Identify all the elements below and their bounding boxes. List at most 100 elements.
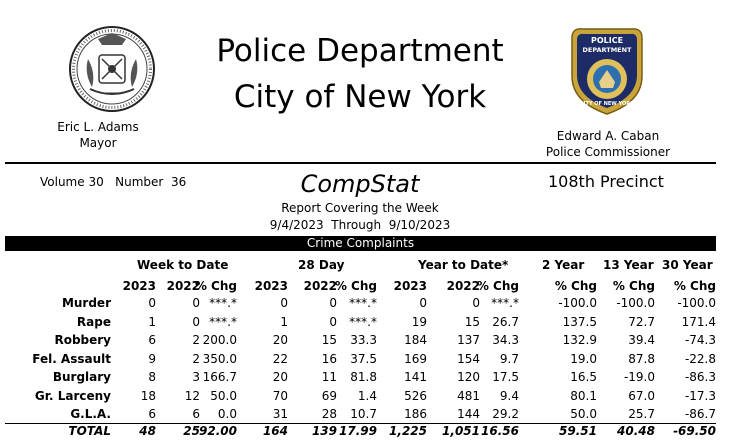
column-group-header: 30 Year	[662, 258, 713, 272]
badge-mid-text: DEPARTMENT	[583, 46, 633, 54]
table-cell: -22.8	[684, 351, 716, 366]
column-header: % Chg	[673, 279, 716, 293]
table-cell: 0	[472, 296, 480, 310]
report-dates: 9/4/2023 Through 9/10/2023	[269, 218, 451, 232]
title-line-1: Police Department	[216, 33, 504, 69]
volume-number: Volume 30 Number 36	[40, 175, 187, 189]
total-cell: 16.56	[481, 424, 519, 438]
table-cell: 33.3	[350, 333, 377, 347]
table-cell: ***.*	[349, 314, 377, 329]
table-cell: 87.8	[628, 351, 655, 366]
column-header: % Chg	[612, 279, 655, 293]
table-cell: 141	[404, 370, 427, 384]
mayor-name: Eric L. Adams	[57, 120, 139, 134]
table-cell: 0	[192, 296, 200, 310]
column-group-header: Week to Date	[137, 258, 229, 272]
table-cell: 2	[192, 333, 200, 347]
column-header: % Chg	[554, 279, 597, 293]
table-cell: 1	[280, 314, 288, 329]
table-cell: -100.0	[616, 296, 655, 310]
table-cell: 11	[321, 370, 337, 384]
table-cell: 0.0	[217, 407, 237, 421]
table-cell: 166.7	[202, 370, 237, 384]
table-cell: 34.3	[492, 333, 519, 347]
table-cell: 171.4	[681, 314, 716, 329]
table-cell: 19	[411, 314, 427, 329]
nyc-seal-logo	[68, 25, 156, 113]
row-label: Burglary	[52, 370, 111, 384]
table-cell: 69	[321, 388, 337, 403]
total-divider	[5, 423, 716, 424]
row-label: Robbery	[54, 333, 111, 347]
table-cell: 20	[272, 370, 288, 384]
table-cell: 132.9	[562, 333, 597, 347]
table-cell: 70	[272, 388, 288, 403]
table-cell: 3	[192, 370, 200, 384]
row-label: Gr. Larceny	[34, 388, 111, 403]
table-cell: -74.3	[684, 333, 716, 347]
total-cell: 59.51	[559, 424, 597, 438]
table-cell: 28	[321, 407, 337, 421]
table-cell: 137.5	[562, 314, 597, 329]
header-divider	[5, 162, 716, 164]
table-cell: 200.0	[202, 333, 237, 347]
table-cell: ***.*	[349, 296, 377, 310]
mayor-title: Mayor	[79, 136, 117, 150]
total-label: TOTAL	[68, 424, 111, 438]
column-header: % Chg	[476, 279, 519, 293]
total-cell: 48	[139, 424, 156, 438]
column-header: % Chg	[194, 279, 237, 293]
badge-top-text: POLICE	[591, 36, 623, 45]
table-cell: 0	[329, 314, 337, 329]
column-group-header: 28 Day	[298, 258, 345, 272]
total-cell: 17.99	[339, 424, 377, 438]
total-cell: 92.00	[199, 424, 237, 438]
row-label: Rape	[76, 314, 111, 329]
table-cell: 20	[272, 333, 288, 347]
table-cell: 2	[192, 351, 200, 366]
table-cell: 39.4	[628, 333, 655, 347]
table-cell: -100.0	[558, 296, 597, 310]
table-cell: 12	[184, 388, 200, 403]
column-header: 2023	[393, 279, 427, 293]
section-band: Crime Complaints	[5, 236, 716, 251]
table-cell: 81.8	[350, 370, 377, 384]
commissioner-title: Police Commissioner	[545, 145, 671, 159]
table-cell: 9	[148, 351, 156, 366]
table-cell: 9.4	[499, 388, 519, 403]
table-cell: 6	[148, 333, 156, 347]
table-cell: 15	[464, 314, 480, 329]
table-cell: -100.0	[677, 296, 716, 310]
table-cell: -86.7	[684, 407, 716, 421]
table-cell: 25.7	[628, 407, 655, 421]
table-cell: 186	[404, 407, 427, 421]
column-group-header: 2 Year	[542, 258, 585, 272]
total-cell: 40.48	[617, 424, 655, 438]
table-cell: 19.0	[570, 351, 597, 366]
table-cell: ***.*	[209, 296, 237, 310]
table-cell: -86.3	[684, 370, 716, 384]
total-cell: 139	[311, 424, 337, 438]
table-cell: 0	[192, 314, 200, 329]
table-cell: ***.*	[209, 314, 237, 329]
total-cell: 1,051	[442, 424, 480, 438]
table-cell: 10.7	[350, 407, 377, 421]
table-cell: 137	[457, 333, 480, 347]
table-cell: 29.2	[492, 407, 519, 421]
column-header: 2023	[254, 279, 288, 293]
table-cell: 18	[140, 388, 156, 403]
table-cell: 72.7	[628, 314, 655, 329]
total-cell: -69.50	[673, 424, 716, 438]
column-group-header: Year to Date*	[418, 258, 509, 272]
table-cell: 80.1	[570, 388, 597, 403]
column-header: 2022	[166, 279, 200, 293]
table-cell: 16	[321, 351, 337, 366]
total-cell: 164	[262, 424, 288, 438]
table-cell: 154	[457, 351, 480, 366]
table-cell: -17.3	[684, 388, 716, 403]
table-cell: 0	[329, 296, 337, 310]
table-cell: 526	[404, 388, 427, 403]
table-cell: 50.0	[570, 407, 597, 421]
table-cell: 1.4	[357, 388, 377, 403]
table-cell: 16.5	[570, 370, 597, 384]
